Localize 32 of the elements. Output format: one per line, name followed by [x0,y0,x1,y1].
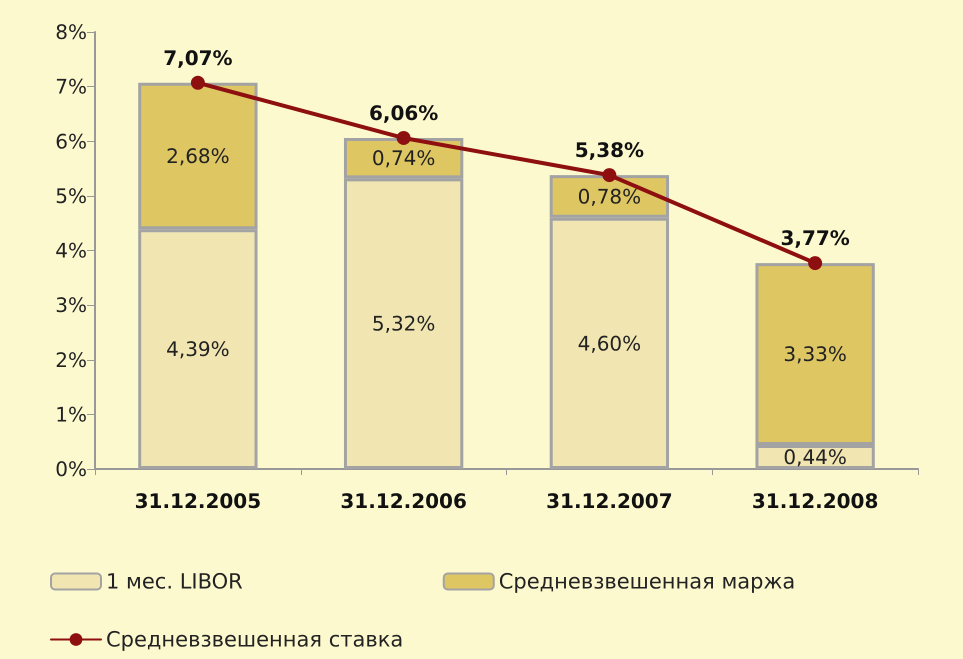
data-label: 2,68% [166,144,230,168]
y-tick-label: 5% [55,184,87,208]
data-label: 0,74% [372,146,436,170]
point [602,168,616,182]
y-tick-label: 3% [55,293,87,318]
y-tick-label: 4% [55,238,87,262]
data-label: 6,06% [368,100,438,125]
x-tick-label: 31.12.2007 [546,489,673,513]
data-label: 0,78% [578,184,642,208]
x-tick-label: 31.12.2005 [134,489,262,513]
point [808,256,822,270]
x-tick-label: 31.12.2006 [340,489,467,513]
y-tick-label: 6% [55,129,87,154]
legend-label: Средневзвешенная ставка [106,628,404,652]
data-label: 4,60% [578,331,642,356]
data-label: 7,07% [163,46,233,70]
legend-label: 1 мес. LIBOR [106,570,243,594]
data-label: 0,44% [783,444,847,469]
y-tick-label: 8% [55,20,87,44]
data-label: 3,77% [780,226,850,250]
y-tick-label: 2% [55,348,87,372]
data-label: 4,39% [166,337,230,362]
x-tick-label: 31.12.2008 [752,489,878,513]
point [396,130,411,145]
data-label: 5,38% [574,138,644,162]
y-tick-label: 7% [55,74,87,99]
y-tick-label: 0% [55,457,87,481]
y-tick-label: 1% [55,402,87,426]
data-label: 5,32% [372,312,436,336]
legend-label: Средневзвешенная маржа [498,570,796,594]
data-label: 3,33% [783,342,847,366]
point [190,76,205,90]
